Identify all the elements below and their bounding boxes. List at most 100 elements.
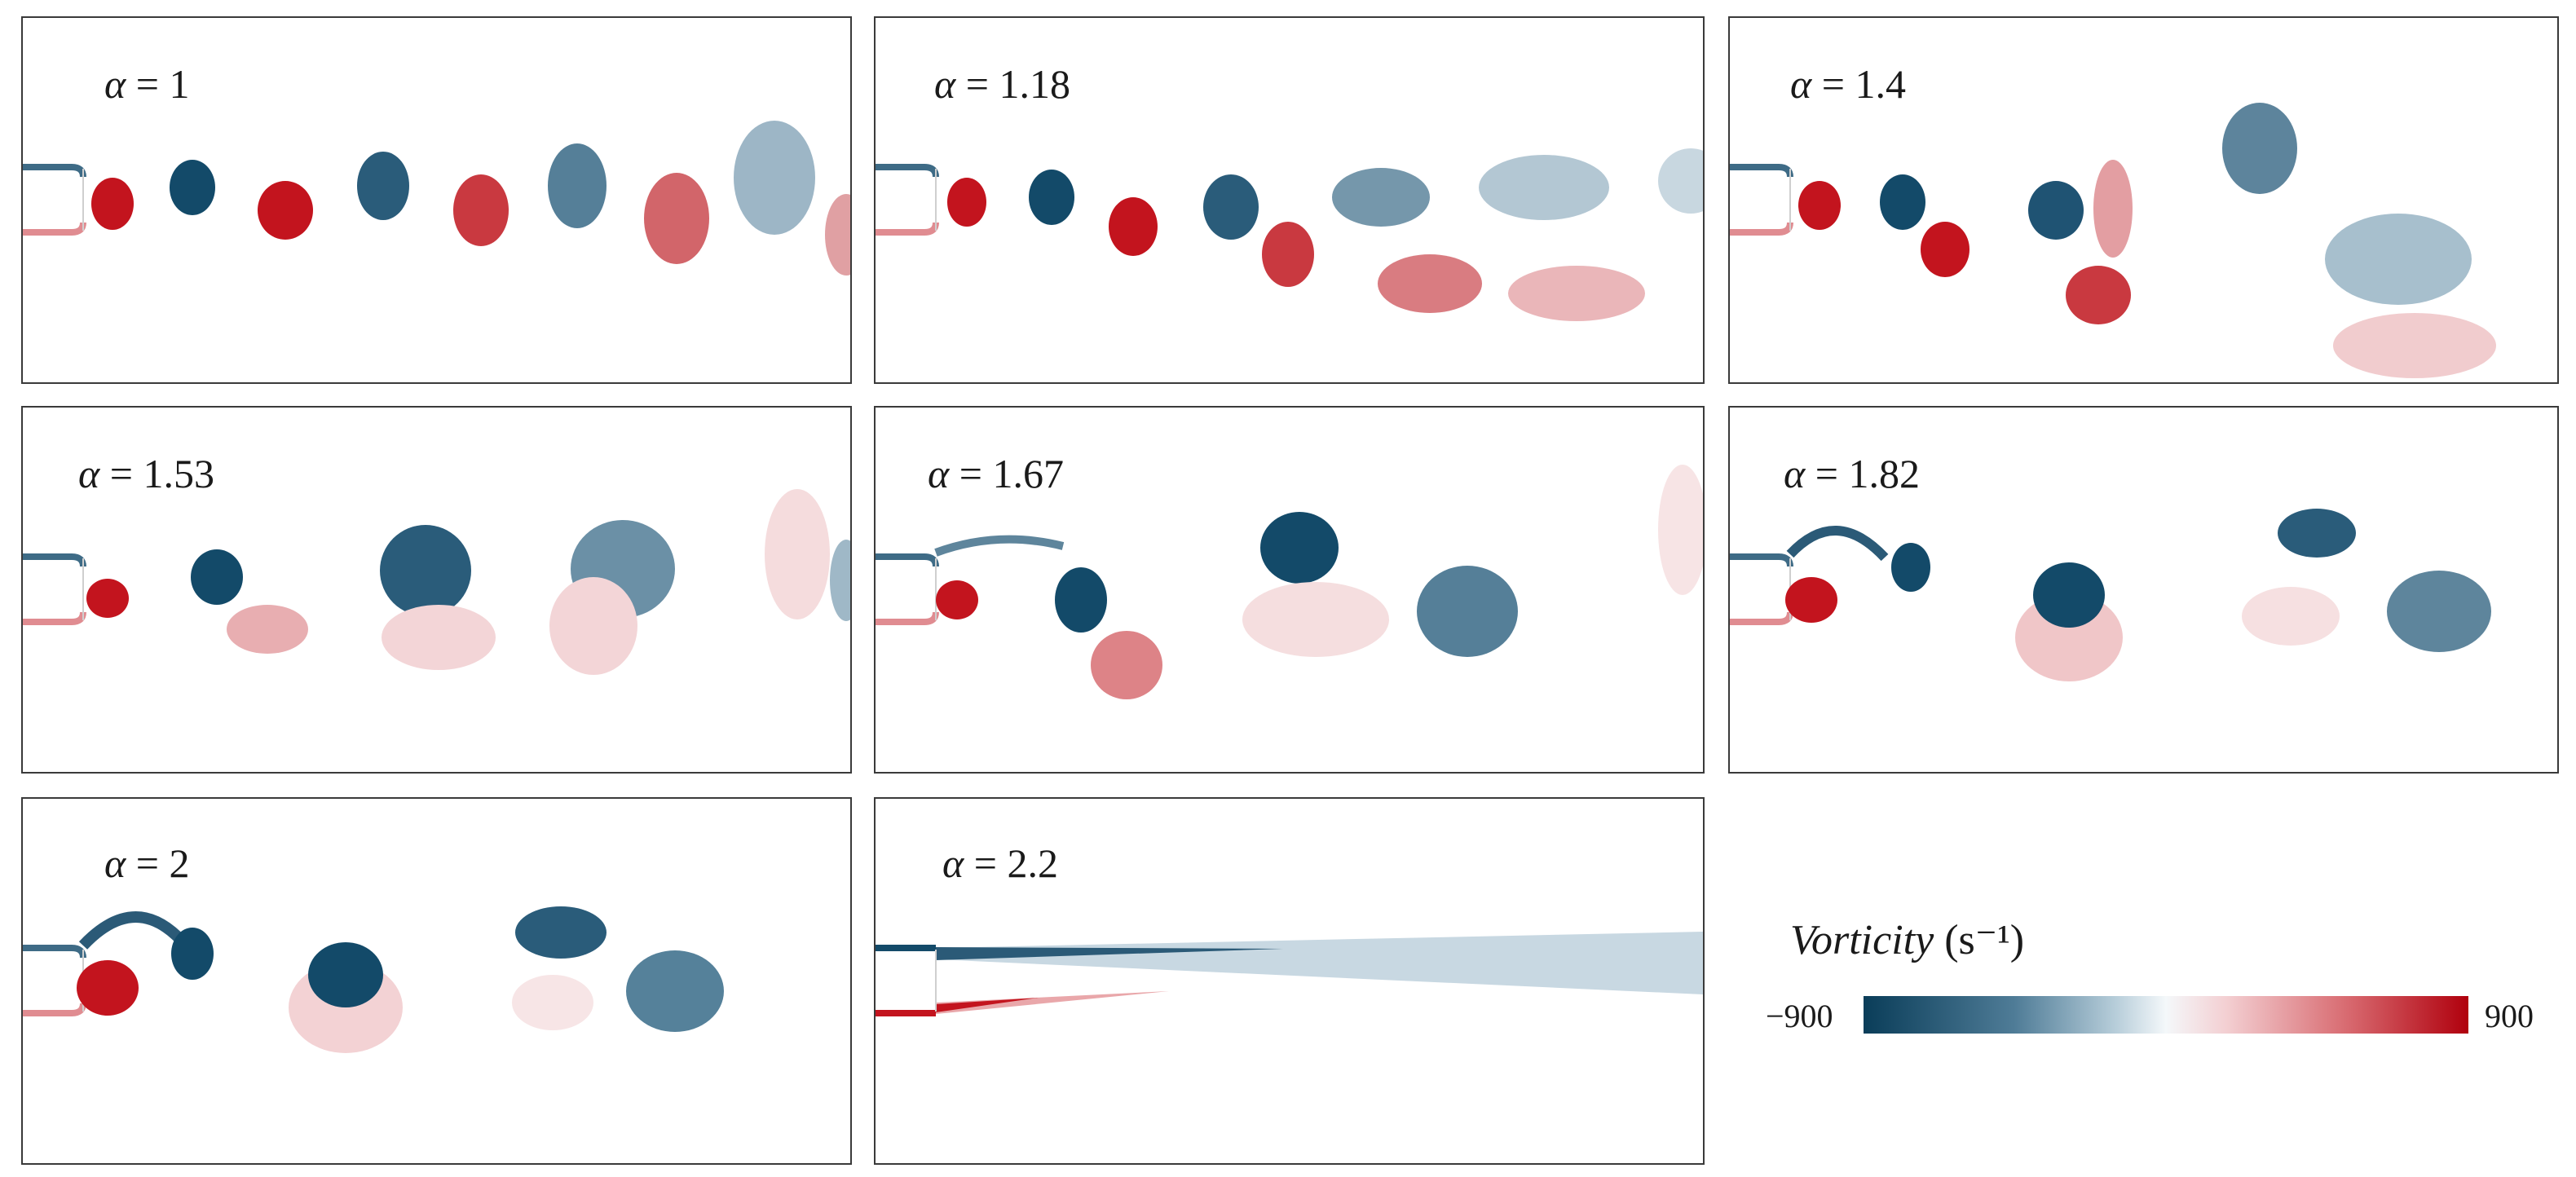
vortex-blue [191,549,243,605]
vortex-red [227,605,308,654]
colorbar [1864,996,2468,1034]
vortex-blue [1029,170,1074,225]
vortex-blue [357,152,409,220]
vortex-red [2333,313,2496,378]
body-shape [23,164,86,236]
vorticity-field [876,932,1703,1016]
vortex-blue [2222,103,2297,194]
vorticity-field [1730,103,2496,378]
alpha-label: α = 2.2 [942,840,1058,886]
vortex-blue [170,160,215,215]
shear-layer-upper [936,932,1703,994]
vorticity-field [876,148,1703,321]
vortex-red [947,178,986,227]
body-shape [1730,164,1793,236]
shear-layer [934,535,1065,557]
vortex-blue [2325,214,2472,305]
colorbar-min-label: −900 [1766,998,1833,1034]
panel-alpha-1-53: α = 1.53 [21,406,852,774]
vortex-blue [2033,562,2105,628]
vortex-blue [1479,155,1609,220]
vortex-red [644,173,709,264]
body-shape [876,553,939,625]
vortex-blue [515,906,607,959]
vortex-red [1508,266,1645,321]
vortex-red [936,580,978,619]
shear-layer [1786,526,1889,562]
vortex-red [549,577,637,675]
vortex-red [825,194,850,276]
vortex-red [1785,577,1837,623]
vortex-blue [380,525,471,616]
vortex-blue [1260,512,1339,584]
vortex-blue [2278,509,2356,558]
body-shape [876,945,937,1016]
vortex-blue [1332,168,1430,227]
vortex-red [91,178,134,230]
vortex-blue [1891,543,1930,592]
vortex-blue [1658,148,1703,214]
vortex-red [382,605,496,670]
shear-layer-lower [936,991,1169,1014]
vortex-red [77,960,139,1016]
colorbar-max-label: 900 [2485,998,2534,1034]
vortex-red [1378,254,1482,313]
colorbar-legend: Vorticity (s⁻¹) −900 900 [1753,909,2568,1072]
vortex-blue [734,121,815,235]
vorticity-field [23,121,850,276]
vortex-blue [1203,174,1259,240]
vortex-blue [548,143,607,228]
panel-alpha-2: α = 2 [21,797,852,1165]
alpha-label: α = 1.82 [1784,451,1920,496]
vorticity-field [23,489,850,675]
vortex-red [86,579,129,618]
vortex-blue [2387,571,2491,652]
alpha-label: α = 1 [104,61,190,107]
vorticity-field [23,906,724,1053]
body-shape [23,553,86,625]
alpha-label: α = 1.4 [1790,61,1906,107]
shear-layer-upper-core [936,947,1283,960]
panel-alpha-1: α = 1 [21,16,852,384]
vortex-red [1109,197,1158,256]
vortex-red [1798,181,1841,230]
body-shape [1730,553,1793,625]
panel-alpha-1-18: α = 1.18 [874,16,1705,384]
vortex-red [258,181,313,240]
alpha-label: α = 1.53 [78,451,214,496]
body-shape [876,164,939,236]
vorticity-field [1730,509,2491,681]
alpha-label: α = 2 [104,840,190,886]
vortex-blue [171,928,214,980]
vortex-blue [308,942,383,1007]
alpha-label: α = 1.67 [928,451,1064,496]
vortex-red [2093,160,2133,258]
legend-title: Vorticity (s⁻¹) [1790,917,2025,963]
shear-layer [78,911,191,950]
body-shape [23,945,86,1016]
vortex-blue [626,950,724,1032]
vortex-blue [2028,181,2084,240]
vorticity-field [876,465,1703,699]
panel-alpha-1-82: α = 1.82 [1728,406,2559,774]
vortex-red [765,489,830,619]
panel-alpha-1-4: α = 1.4 [1728,16,2559,384]
shear-layer-lower-core [936,998,1039,1012]
vortex-red [1262,222,1314,287]
vortex-red [1658,465,1703,595]
vortex-blue [1880,174,1925,230]
vortex-red [2066,266,2131,324]
alpha-label: α = 1.18 [934,61,1070,107]
panel-alpha-1-67: α = 1.67 [874,406,1705,774]
vortex-red [1242,582,1389,657]
vortex-blue [1055,567,1107,633]
vortex-red [453,174,509,246]
vortex-red [1921,222,1969,277]
panel-alpha-2-2: α = 2.2 [874,797,1705,1165]
vortex-blue [830,540,850,621]
vortex-red [512,975,593,1030]
vortex-blue [1417,566,1518,657]
vortex-red [2242,587,2340,646]
vortex-red [1091,631,1162,699]
